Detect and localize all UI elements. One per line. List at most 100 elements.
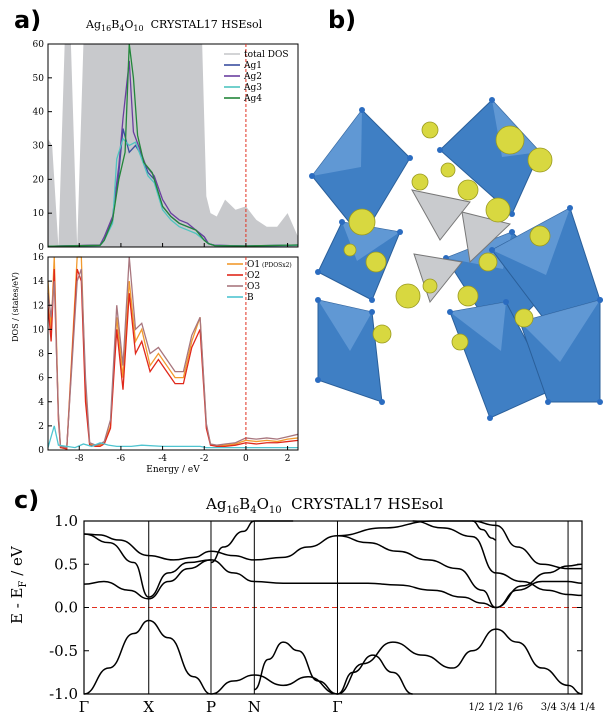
- bottom-ytick-label: 10: [33, 325, 45, 335]
- bottom-ytick-label: 12: [33, 301, 44, 311]
- band-line: [210, 534, 338, 561]
- isosurface-blob: [348, 208, 376, 236]
- ytick-label: -1.0: [49, 685, 78, 703]
- oxygen-atom: [369, 309, 375, 315]
- band-line: [472, 520, 496, 541]
- kpoint-label: Γ: [79, 698, 89, 712]
- band-line: [210, 674, 338, 695]
- oxygen-atom: [315, 377, 321, 383]
- isosurface-blob: [365, 251, 387, 273]
- bottom-ytick-label: 8: [38, 350, 44, 360]
- oxygen-atom: [407, 155, 413, 161]
- kpoint-label: P: [206, 698, 216, 712]
- legend-label-top: total DOS: [244, 50, 289, 60]
- kpoint-label: 3/4 3/4 1/4: [541, 702, 596, 712]
- isosurface-blob: [457, 285, 479, 307]
- ytick-label: -0.5: [49, 642, 78, 660]
- band-line: [253, 641, 338, 695]
- isosurface-blob: [421, 121, 439, 139]
- isosurface-blob: [495, 125, 525, 155]
- octahedron-face: [312, 110, 362, 176]
- band-line: [83, 559, 212, 600]
- top-ytick-label: 40: [33, 108, 45, 118]
- isosurface-blob: [478, 252, 498, 272]
- band-line: [83, 533, 212, 561]
- isosurface-blob: [514, 308, 534, 328]
- legend-label-bottom: O1: [247, 260, 260, 270]
- kpoint-label: Γ: [332, 698, 342, 712]
- band-line: [412, 520, 583, 597]
- octahedron-face: [318, 300, 372, 351]
- octahedron-face: [492, 208, 570, 275]
- ytick-label: 1.0: [54, 512, 78, 530]
- bottom-ytick-label: 0: [38, 446, 44, 456]
- isosurface-blob: [485, 197, 511, 223]
- oxygen-atom: [509, 229, 515, 235]
- oxygen-atom: [437, 147, 443, 153]
- panel-a-title: Ag16B4O10 CRYSTAL17 HSEsol: [86, 18, 263, 34]
- legend-label-top: Ag2: [243, 72, 262, 82]
- oxygen-atom: [597, 297, 603, 303]
- band-line: [210, 520, 294, 564]
- isosurface-blob: [343, 243, 357, 257]
- bottom-ytick-label: 6: [38, 374, 44, 384]
- top-ytick-label: 0: [38, 243, 44, 253]
- boron-triangle: [461, 211, 512, 264]
- legend-label-top: Ag3: [243, 83, 262, 93]
- top-ytick-label: 20: [33, 175, 45, 185]
- isosurface-blob: [527, 147, 553, 173]
- oxygen-atom: [489, 247, 495, 253]
- series-ag4-line: [47, 43, 299, 247]
- legend-label-bottom: O2: [247, 271, 260, 281]
- top-ytick-label: 30: [33, 142, 45, 152]
- band-line: [337, 628, 583, 695]
- oxygen-atom: [447, 309, 453, 315]
- kpoint-label: N: [248, 698, 261, 712]
- isosurface-blob: [451, 333, 469, 351]
- panel-label-b: b): [328, 6, 357, 34]
- isosurface-blob: [440, 162, 456, 178]
- oxygen-atom: [315, 297, 321, 303]
- bottom-ytick-label: 14: [33, 277, 45, 287]
- series-o2-line: [47, 268, 299, 450]
- legend-label-top: Ag4: [243, 94, 262, 104]
- isosurface-blob: [422, 278, 438, 294]
- xtick-label: -4: [158, 454, 167, 464]
- oxygen-atom: [379, 399, 385, 405]
- band-line: [210, 559, 338, 585]
- top-ytick-label: 10: [33, 209, 45, 219]
- ytick-label: 0.0: [54, 599, 78, 617]
- oxygen-atom: [369, 297, 375, 303]
- legend-label-bottom: B: [247, 293, 254, 303]
- kpoint-label: X: [143, 698, 154, 712]
- xtick-label: 2: [285, 454, 291, 464]
- y-axis-label: DOS / (states/eV): [11, 272, 20, 342]
- series-b-line: [47, 425, 298, 449]
- oxygen-atom: [545, 399, 551, 405]
- top-ytick-label: 60: [33, 40, 45, 50]
- oxygen-atom: [503, 299, 509, 305]
- oxygen-atom: [509, 211, 515, 217]
- xtick-label: 0: [243, 454, 249, 464]
- legend-label-bottom: O3: [247, 282, 260, 292]
- band-line: [337, 654, 413, 695]
- xtick-label: -6: [117, 454, 126, 464]
- xtick-label: -2: [200, 454, 209, 464]
- band-line: [337, 520, 582, 570]
- octahedron-face: [520, 300, 600, 362]
- x-axis-label: Energy / eV: [146, 465, 200, 475]
- oxygen-atom: [567, 205, 573, 211]
- band-line: [83, 619, 212, 695]
- band-line: [337, 534, 583, 609]
- oxygen-atom: [315, 269, 321, 275]
- xtick-label: -8: [75, 454, 84, 464]
- legend-o1-note: (PDOSx2): [262, 262, 292, 269]
- series-o3-line: [47, 256, 299, 449]
- isosurface-blob: [395, 283, 421, 309]
- panel-label-a: a): [14, 6, 42, 34]
- panel-label-c: c): [14, 486, 40, 514]
- panel-c-ylabel: E - EF / eV: [8, 546, 29, 624]
- band-line: [337, 563, 583, 609]
